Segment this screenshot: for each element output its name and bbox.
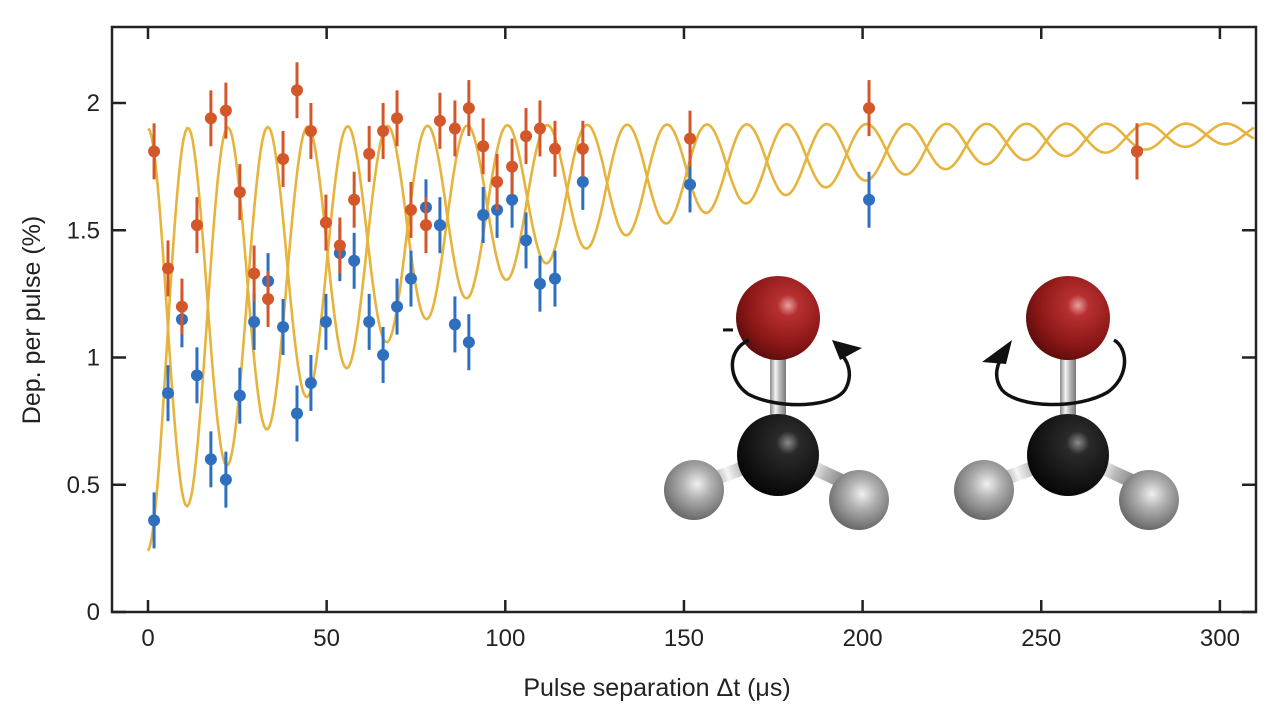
hydrogen-atom-icon [664,460,724,520]
x-tick-label: 300 [1200,625,1240,652]
data-point [520,234,533,247]
data-point [304,124,317,137]
data-point [175,300,188,313]
data-point [419,219,432,232]
data-point [404,203,417,216]
data-point [863,102,876,115]
data-point [219,104,232,117]
data-point [162,387,175,400]
data-point [491,175,504,188]
data-point [433,219,446,232]
carbon-atom-icon [1027,414,1109,496]
x-tick-label: 100 [485,625,525,652]
blue-fit-line [146,122,1255,552]
y-tick-label: 0.5 [67,472,100,499]
data-point [148,145,161,158]
plot-area [146,62,1255,552]
x-tick-label: 50 [313,625,340,652]
data-point [233,186,246,199]
data-point [304,376,317,389]
data-point [477,140,490,153]
data-point [319,315,332,328]
oxygen-atom-icon [1026,276,1110,360]
y-axis-label: Dep. per pulse (%) [18,216,46,424]
data-point [219,473,232,486]
data-point [363,147,376,160]
data-point [1131,145,1144,158]
x-axis-label: Pulse separation Δt (μs) [523,674,790,702]
data-point [290,84,303,97]
data-point [520,130,533,143]
data-point [377,348,390,361]
data-point [319,216,332,229]
data-point [548,272,561,285]
carbon-atom-icon [737,414,819,496]
molecule-illustration-counterclockwise [954,276,1179,530]
data-point [391,112,404,125]
data-point [533,122,546,135]
fit-curves [146,122,1255,552]
hydrogen-atom-icon [829,470,889,530]
y-tick-label: 2 [87,90,100,117]
x-tick-label: 200 [843,625,883,652]
data-point [462,102,475,115]
data-point [233,389,246,402]
orange-fit-line [147,122,1255,509]
data-point [204,112,217,125]
data-point [277,320,290,333]
x-tick-label: 250 [1021,625,1061,652]
oxygen-atom-icon [736,276,820,360]
y-tick-label: 1.5 [67,217,100,244]
data-point [363,315,376,328]
data-point [404,272,417,285]
data-point [576,175,589,188]
data-point [204,453,217,466]
data-point [348,254,361,267]
data-point [333,239,346,252]
series-orange [148,62,1144,335]
x-tick-label: 150 [664,625,704,652]
data-point [348,193,361,206]
data-point [462,336,475,349]
data-point [377,124,390,137]
data-point [248,267,261,280]
data-point [162,262,175,275]
data-point [477,208,490,221]
data-point [684,132,697,145]
molecule-illustration-clockwise [664,276,889,530]
data-point [863,193,876,206]
rotation-arrow-counterclockwise-icon [994,338,1127,407]
data-point [262,292,275,305]
data-point [433,114,446,127]
data-point [148,514,161,527]
data-point [277,152,290,165]
data-point [448,122,461,135]
data-point [506,160,519,173]
data-point [391,300,404,313]
data-point [684,178,697,191]
data-point [576,142,589,155]
data-point [548,142,561,155]
rotation-arrow-clockwise-icon [730,338,852,407]
data-point [533,277,546,290]
hydrogen-atom-icon [954,460,1014,520]
data-point [248,315,261,328]
data-point [448,318,461,331]
y-tick-label: 1 [87,345,100,372]
data-point [506,193,519,206]
y-tick-label: 0 [87,599,100,626]
data-points [148,62,1144,549]
x-tick-label: 0 [141,625,154,652]
data-point [290,407,303,420]
data-point [190,219,203,232]
data-point [190,369,203,382]
hydrogen-atom-icon [1119,470,1179,530]
axis-ticks: 0 50 100 150 200 250 300 0 0.5 1 1.5 2 [67,27,1256,652]
